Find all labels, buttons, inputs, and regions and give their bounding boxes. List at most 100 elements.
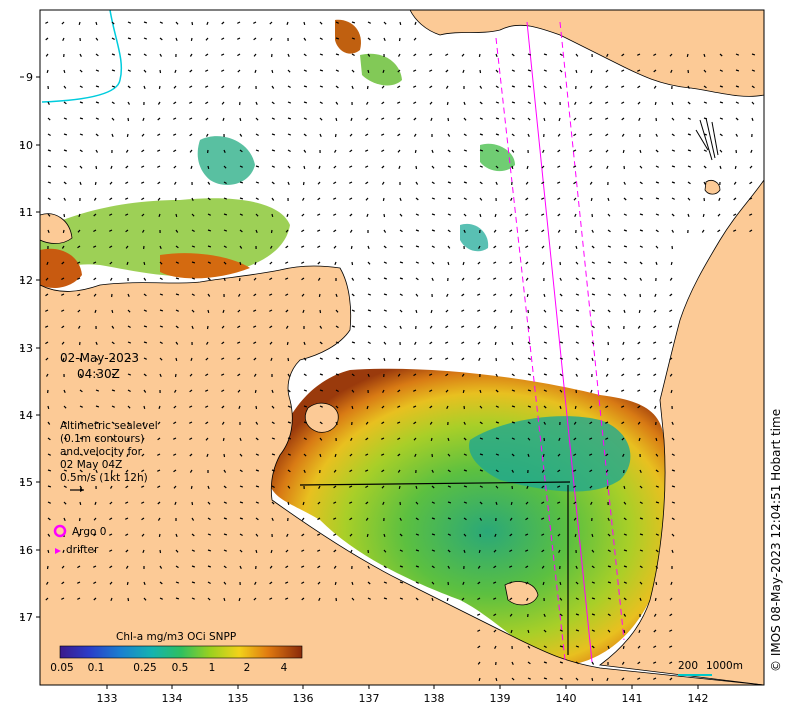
velocity-arrow bbox=[606, 485, 609, 490]
velocity-arrow bbox=[463, 149, 468, 152]
velocity-arrow bbox=[447, 533, 451, 536]
velocity-arrow bbox=[493, 277, 497, 280]
velocity-arrow bbox=[382, 197, 385, 202]
velocity-arrow bbox=[495, 181, 498, 185]
velocity-arrow bbox=[63, 181, 67, 185]
velocity-arrow bbox=[127, 405, 131, 409]
velocity-arrow bbox=[463, 117, 467, 121]
velocity-arrow bbox=[287, 453, 291, 456]
velocity-arrow bbox=[399, 245, 404, 248]
velocity-arrow bbox=[367, 597, 371, 600]
lon-tick-label: 136 bbox=[293, 692, 314, 705]
velocity-arrow bbox=[573, 421, 577, 425]
velocity-arrow bbox=[381, 133, 385, 136]
velocity-arrow bbox=[205, 389, 209, 392]
velocity-arrow bbox=[414, 149, 417, 154]
velocity-arrow bbox=[495, 389, 499, 393]
velocity-arrow bbox=[703, 53, 706, 57]
velocity-arrow bbox=[541, 501, 545, 505]
velocity-arrow bbox=[111, 101, 115, 105]
velocity-arrow bbox=[173, 421, 177, 425]
velocity-arrow bbox=[255, 517, 259, 521]
velocity-arrow bbox=[47, 165, 52, 168]
velocity-arrow bbox=[189, 53, 193, 57]
velocity-arrow bbox=[351, 21, 356, 24]
velocity-arrow bbox=[719, 149, 723, 153]
velocity-arrow bbox=[175, 533, 178, 538]
velocity-arrow bbox=[461, 373, 465, 377]
velocity-arrow bbox=[223, 197, 228, 200]
velocity-arrow bbox=[77, 293, 81, 297]
velocity-arrow bbox=[191, 245, 196, 248]
velocity-arrow bbox=[109, 533, 113, 536]
velocity-arrow bbox=[45, 581, 49, 585]
velocity-arrow bbox=[541, 197, 545, 200]
velocity-arrow bbox=[381, 437, 385, 440]
velocity-arrow bbox=[493, 629, 497, 633]
velocity-arrow bbox=[159, 37, 163, 41]
velocity-arrow bbox=[95, 405, 100, 408]
velocity-arrow bbox=[365, 133, 369, 137]
velocity-arrow bbox=[302, 309, 305, 314]
velocity-arrow bbox=[589, 85, 593, 89]
velocity-arrow bbox=[127, 117, 130, 122]
velocity-arrow bbox=[351, 261, 354, 266]
velocity-arrow bbox=[109, 517, 113, 521]
velocity-arrow bbox=[527, 101, 531, 105]
velocity-arrow bbox=[637, 325, 641, 329]
velocity-arrow bbox=[349, 517, 353, 521]
velocity-arrow bbox=[415, 549, 420, 552]
velocity-arrow bbox=[525, 181, 529, 185]
colorbar-tick-label: 0.25 bbox=[133, 662, 156, 674]
velocity-arrow bbox=[303, 37, 307, 41]
velocity-arrow bbox=[671, 133, 675, 137]
velocity-arrow bbox=[621, 661, 625, 665]
velocity-arrow bbox=[93, 581, 97, 585]
velocity-arrow bbox=[271, 405, 275, 409]
scale-arrowhead bbox=[80, 488, 84, 492]
velocity-arrow bbox=[511, 421, 516, 424]
velocity-arrow bbox=[381, 149, 385, 153]
velocity-arrow bbox=[157, 501, 161, 505]
velocity-arrow bbox=[318, 165, 321, 170]
velocity-arrow bbox=[542, 261, 545, 265]
velocity-arrow bbox=[479, 421, 483, 425]
velocity-arrow bbox=[93, 197, 97, 201]
velocity-arrow bbox=[589, 181, 593, 185]
velocity-arrow bbox=[207, 165, 210, 170]
velocity-arrow bbox=[351, 293, 355, 297]
velocity-arrow bbox=[366, 405, 369, 410]
velocity-arrow bbox=[477, 661, 481, 665]
velocity-arrow bbox=[655, 501, 660, 504]
velocity-arrow bbox=[207, 517, 211, 521]
velocity-arrow bbox=[575, 661, 579, 665]
velocity-arrow bbox=[143, 261, 146, 266]
velocity-arrow bbox=[365, 501, 369, 505]
velocity-arrow bbox=[319, 405, 323, 408]
velocity-arrow bbox=[399, 549, 403, 552]
velocity-arrow bbox=[574, 101, 577, 105]
velocity-arrow bbox=[607, 213, 611, 217]
velocity-arrow bbox=[286, 341, 289, 346]
velocity-arrow bbox=[589, 469, 593, 473]
velocity-arrow bbox=[653, 613, 657, 617]
velocity-arrow bbox=[335, 101, 339, 105]
velocity-arrow bbox=[399, 565, 404, 568]
velocity-arrow bbox=[191, 229, 195, 233]
velocity-arrow bbox=[575, 293, 580, 296]
velocity-arrow bbox=[509, 533, 513, 537]
velocity-arrow bbox=[223, 277, 226, 282]
velocity-arrow bbox=[318, 485, 321, 489]
velocity-arrow bbox=[654, 405, 657, 409]
colorbar-title: Chl-a mg/m3 OCi SNPP bbox=[116, 631, 236, 643]
land-new-guinea bbox=[409, 10, 764, 97]
velocity-arrow bbox=[191, 517, 195, 521]
velocity-arrow bbox=[239, 245, 243, 249]
velocity-arrow bbox=[413, 357, 417, 361]
velocity-arrow bbox=[431, 277, 434, 281]
velocity-arrow bbox=[655, 245, 659, 249]
velocity-arrow bbox=[637, 85, 641, 89]
velocity-arrow bbox=[93, 549, 97, 552]
velocity-arrow bbox=[623, 293, 627, 297]
argo-label: Argo 0 bbox=[72, 526, 106, 538]
